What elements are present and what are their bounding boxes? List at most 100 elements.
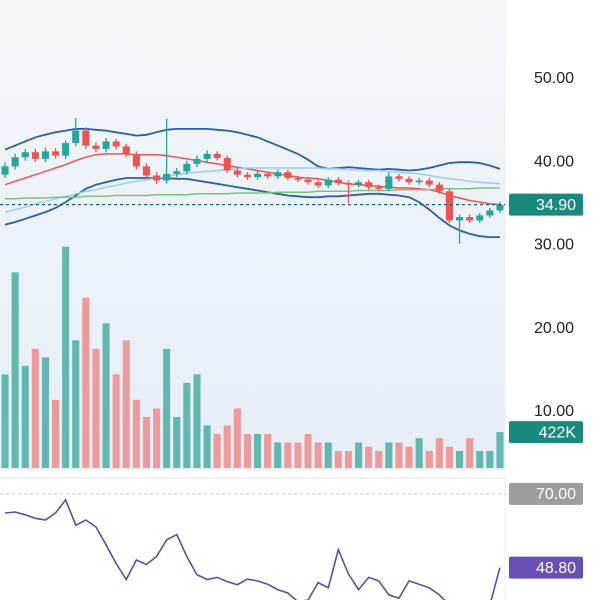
y-tick-label: 20.00: [534, 320, 574, 337]
y-tick-label: 10.00: [534, 403, 574, 420]
volume-bar: [284, 442, 292, 468]
axis-layer: 60.00 50.00 40.00 30.00 20.00 10.00 34.90 422K 7…: [509, 0, 583, 579]
candle-body: [62, 143, 70, 156]
candle-body: [122, 146, 130, 154]
last-rsi-badge: [509, 556, 583, 579]
volume-bar: [274, 442, 282, 468]
volume-bar: [254, 433, 262, 468]
candle-body: [11, 157, 19, 167]
volume-bar: [72, 340, 80, 468]
volume-bar: [41, 357, 49, 468]
candle-body: [324, 179, 332, 186]
y-tick-label: 50.00: [534, 70, 574, 87]
candle-body: [52, 151, 60, 156]
candle-body: [153, 175, 161, 181]
volume-bar: [183, 382, 191, 468]
last-volume-badge: [509, 421, 583, 444]
volume-bar: [62, 246, 70, 468]
volume-bar: [264, 433, 272, 468]
volume-bar: [142, 416, 150, 468]
volume-bar: [294, 442, 302, 468]
volume-bar: [122, 340, 130, 468]
candle-body: [314, 182, 322, 186]
volume-bar: [355, 442, 363, 468]
volume-bar: [445, 446, 453, 468]
volume-bar: [304, 433, 312, 468]
candle-body: [163, 173, 171, 181]
volume-bar: [193, 374, 201, 468]
candle-body: [82, 130, 90, 146]
candle-body: [193, 158, 201, 164]
volume-bar: [21, 365, 29, 468]
candle-body: [92, 145, 100, 149]
volume-bar: [466, 438, 474, 468]
candle-body: [223, 158, 231, 171]
volume-bar: [82, 297, 90, 468]
candle-body: [183, 163, 191, 172]
volume-bar: [92, 348, 100, 468]
rsi-line: [4, 498, 501, 600]
candle-body: [254, 173, 262, 178]
candle-body: [405, 178, 413, 183]
volume-bar: [1, 374, 9, 468]
candle-body: [203, 153, 211, 159]
candle-body: [233, 170, 241, 175]
candle-body: [132, 153, 140, 167]
volume-bar: [385, 442, 393, 468]
candle-body: [445, 191, 453, 221]
volume-bar: [213, 433, 221, 468]
candle-body: [142, 166, 150, 176]
volume-bar: [52, 399, 60, 468]
candle-body: [112, 141, 120, 147]
indicator-line: [4, 153, 500, 206]
volume-bar: [425, 450, 433, 468]
volume-bar: [334, 450, 342, 468]
candle-body: [41, 151, 49, 159]
volume-bar: [365, 446, 373, 468]
last-rsi-label: 48.80: [536, 560, 576, 577]
candle-body: [385, 176, 393, 189]
candle-body: [1, 166, 9, 175]
last-volume-label: 422K: [539, 424, 577, 441]
candle-body: [435, 184, 443, 192]
indicator-line: [4, 167, 500, 213]
candle-body: [72, 130, 80, 144]
volume-bar: [435, 438, 443, 468]
volume-bar: [112, 374, 120, 468]
candle-body: [173, 171, 181, 174]
candle-body: [213, 153, 221, 159]
candle-body: [284, 172, 292, 179]
candle-body: [304, 179, 312, 183]
candle-body: [496, 204, 504, 211]
volume-bar: [223, 425, 231, 468]
volume-bar: [11, 272, 19, 468]
last-price-label: 34.90: [536, 197, 576, 214]
volume-bar: [344, 450, 352, 468]
candle-body: [486, 210, 494, 216]
candle-body: [476, 215, 484, 221]
rsi-level-label: 70.00: [536, 486, 576, 503]
candle-body: [243, 174, 251, 178]
candle-body: [274, 172, 282, 177]
volume-bar: [153, 408, 161, 468]
candle-body: [294, 178, 302, 180]
volume-bar: [405, 446, 413, 468]
volume-bar: [31, 348, 39, 468]
candle-body: [425, 180, 433, 185]
volume-bar: [456, 450, 464, 468]
indicator-line: [5, 187, 500, 200]
candle-body: [466, 217, 474, 221]
candle-body: [456, 217, 464, 221]
candle-body: [334, 179, 342, 184]
candle-body: [395, 176, 403, 179]
volume-bar: [395, 442, 403, 468]
rsi-level-badge: [509, 482, 583, 505]
volume-bar: [496, 432, 504, 468]
candle-body: [31, 152, 39, 159]
candle-body: [102, 141, 110, 149]
rsi-layer: [0, 493, 505, 600]
y-tick-label: 40.00: [534, 153, 574, 170]
candle-body: [344, 183, 352, 185]
last-price-badge: [509, 193, 583, 216]
